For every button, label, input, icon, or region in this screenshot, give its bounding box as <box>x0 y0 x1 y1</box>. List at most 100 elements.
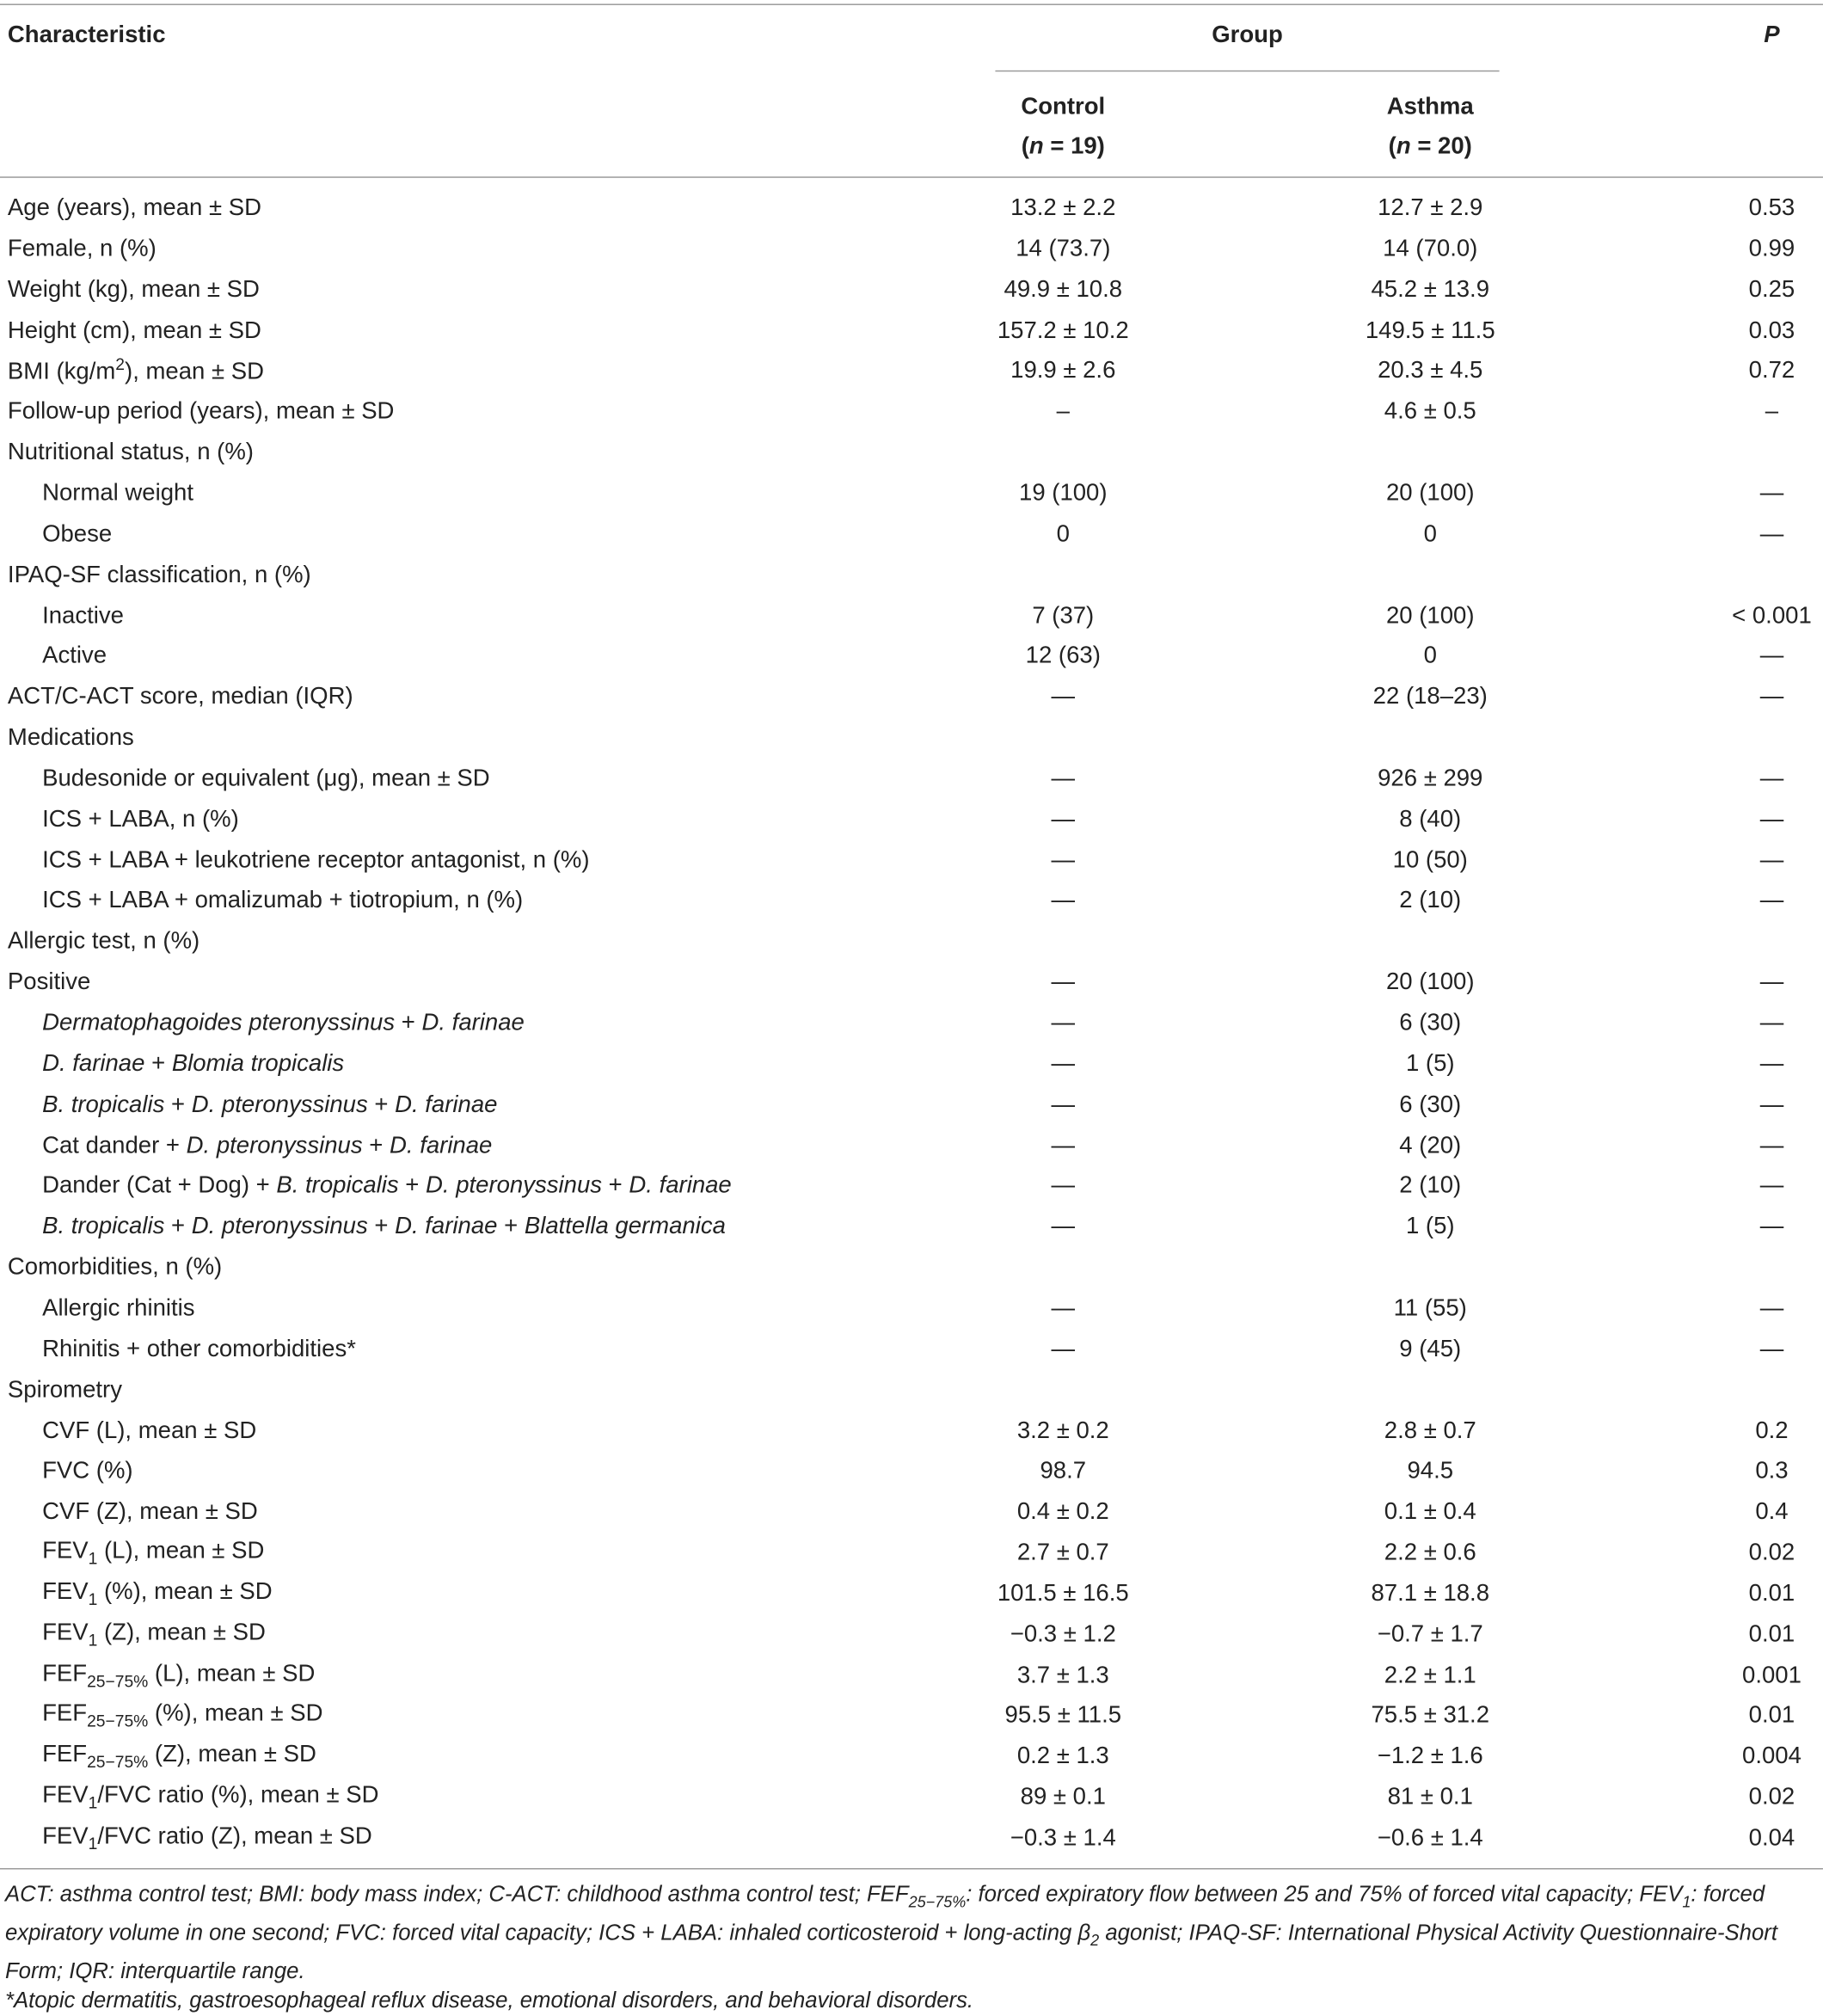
text: (%), mean ± SD <box>148 1699 323 1727</box>
cell-p: — <box>1759 478 1784 506</box>
text-sub: 1 <box>88 1834 98 1853</box>
cell-control: 2.7 ± 0.7 <box>1016 1538 1109 1565</box>
cell-asthma: 8 (40) <box>1399 804 1462 832</box>
row-label: ICS + LABA + leukotriene receptor antago… <box>42 845 589 874</box>
cell-p: 0.3 <box>1755 1456 1789 1484</box>
text-i: Dermatophagoides pteronyssinus <box>42 1008 396 1036</box>
cell-p: — <box>1759 1130 1784 1158</box>
text: Obese <box>42 519 113 546</box>
text-sub: 25−75% <box>908 1892 967 1911</box>
row-label: FVC (%) <box>42 1457 133 1485</box>
text-i: B. tropicalis <box>42 1090 165 1117</box>
cell-asthma: −0.7 ± 1.7 <box>1377 1620 1483 1647</box>
cell-p: 0.04 <box>1748 1822 1795 1851</box>
text: BMI (kg/m <box>7 357 116 385</box>
text: Nutritional status, n (%) <box>7 437 254 465</box>
text: Allergic rhinitis <box>42 1293 195 1321</box>
cell-asthma: 11 (55) <box>1393 1293 1467 1321</box>
row-label: ACT/C-ACT score, median (IQR) <box>8 682 353 710</box>
cell-control: −0.3 ± 1.4 <box>1010 1822 1116 1851</box>
cell-control: — <box>1051 1334 1076 1361</box>
cell-asthma: 20 (100) <box>1385 478 1475 506</box>
cell-p: 0.02 <box>1748 1538 1795 1565</box>
text: FEV <box>42 1780 89 1808</box>
cell-asthma: 75.5 ± 31.2 <box>1371 1700 1490 1729</box>
cell-control: 101.5 ± 16.5 <box>997 1578 1129 1606</box>
row-label: CVF (Z), mean ± SD <box>42 1497 258 1526</box>
row-label: Dermatophagoides pteronyssinus + D. fari… <box>42 1008 525 1036</box>
cell-asthma: 9 (45) <box>1399 1334 1462 1361</box>
text: FEF <box>42 1658 88 1686</box>
row-label: Female, n (%) <box>8 234 157 262</box>
row-label: Allergic rhinitis <box>42 1294 194 1322</box>
footnote: ACT: asthma control test; BMI: body mass… <box>5 1879 1823 1986</box>
text-i: D. pteronyssinus <box>186 1130 363 1158</box>
cell-control: — <box>1051 845 1076 873</box>
cell-control: — <box>1051 763 1076 791</box>
text: Rhinitis + other comorbidities* <box>42 1334 356 1361</box>
row-label: FEV1 (Z), mean ± SD <box>42 1618 266 1650</box>
text: FVC (%) <box>42 1456 133 1484</box>
text: ICS + LABA, n (%) <box>42 804 239 832</box>
cell-control: 7 (37) <box>1032 600 1095 628</box>
text: + <box>144 1048 172 1076</box>
cell-asthma: 4 (20) <box>1399 1130 1462 1158</box>
text-i: D. farinae <box>421 1008 525 1036</box>
text: ( <box>1021 132 1029 159</box>
text: Female, n (%) <box>7 234 157 261</box>
header-asthma: Asthma <box>1386 92 1474 120</box>
text: Allergic test, n (%) <box>7 926 200 954</box>
text: ICS + LABA + omalizumab + tiotropium, n … <box>42 886 524 913</box>
header-group: Group <box>1212 20 1283 48</box>
cell-control: — <box>1051 1048 1076 1076</box>
cell-control: 14 (73.7) <box>1016 234 1111 261</box>
text: Spirometry <box>7 1374 123 1402</box>
row-label: FEV1/FVC ratio (Z), mean ± SD <box>42 1822 372 1853</box>
text: ), mean ± SD <box>125 357 264 385</box>
text-sub: 1 <box>88 1792 98 1813</box>
cell-control: 0.4 ± 0.2 <box>1016 1497 1109 1525</box>
row-label: FEV1/FVC ratio (%), mean ± SD <box>42 1781 378 1813</box>
text: (Z), mean ± SD <box>148 1740 316 1767</box>
text: : forced expiratory flow between 25 and … <box>966 1880 1683 1907</box>
row-label: B. tropicalis + D. pteronyssinus + D. fa… <box>42 1090 497 1118</box>
cell-control: — <box>1051 1293 1076 1321</box>
cell-p: 0.01 <box>1748 1700 1795 1729</box>
cell-asthma: −1.2 ± 1.6 <box>1377 1742 1483 1769</box>
cell-asthma: 2 (10) <box>1399 886 1462 913</box>
row-label: Budesonide or equivalent (μg), mean ± SD <box>42 764 490 792</box>
text: Active <box>42 641 107 669</box>
cell-asthma: 22 (18–23) <box>1372 682 1488 710</box>
cell-control: 19 (100) <box>1019 478 1108 506</box>
text-sub: 1 <box>1682 1892 1691 1911</box>
text: CVF (Z), mean ± SD <box>42 1497 258 1525</box>
text-i: D. farinae <box>42 1048 145 1076</box>
text-i: B. tropicalis <box>276 1171 399 1199</box>
cell-control: — <box>1051 804 1076 832</box>
text-i: D. farinae <box>629 1171 732 1199</box>
cell-p: — <box>1759 682 1784 710</box>
cell-control: 3.7 ± 1.3 <box>1016 1660 1109 1687</box>
text: *Atopic dermatitis, gastroesophageal ref… <box>4 1988 974 2013</box>
cell-asthma: 20.3 ± 4.5 <box>1378 356 1483 384</box>
text-sub: 1 <box>88 1630 98 1650</box>
text-i: Blattella germanica <box>524 1212 726 1239</box>
cell-asthma: 1 (5) <box>1405 1212 1455 1239</box>
cell-control: −0.3 ± 1.2 <box>1010 1620 1116 1647</box>
cell-p: 0.01 <box>1748 1620 1795 1647</box>
row-label: Height (cm), mean ± SD <box>8 316 261 344</box>
cell-control: 0.2 ± 1.3 <box>1016 1742 1109 1769</box>
cell-control: 49.9 ± 10.8 <box>1004 274 1123 302</box>
header-characteristic: Characteristic <box>7 20 166 48</box>
text: + <box>362 1130 390 1158</box>
text: + <box>164 1212 192 1239</box>
cell-p: — <box>1759 1008 1784 1036</box>
row-label: CVF (L), mean ± SD <box>42 1416 256 1444</box>
cell-p: 0.4 <box>1755 1497 1789 1525</box>
text: FEV <box>42 1618 89 1645</box>
cell-p: – <box>1765 396 1779 424</box>
cell-control: — <box>1051 682 1076 710</box>
text: Height (cm), mean ± SD <box>7 315 261 343</box>
text: (L), mean ± SD <box>148 1658 316 1686</box>
row-label: Age (years), mean ± SD <box>8 194 261 222</box>
